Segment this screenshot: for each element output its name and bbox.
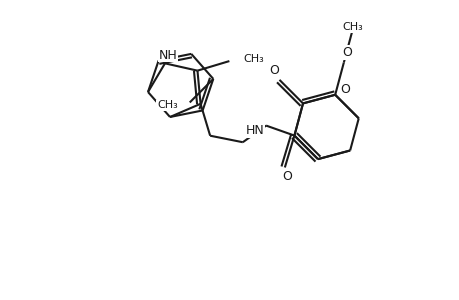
Text: O: O	[341, 46, 351, 59]
Text: CH₃: CH₃	[341, 22, 362, 32]
Text: CH₃: CH₃	[243, 54, 263, 64]
Text: NH: NH	[158, 49, 177, 62]
Text: HN: HN	[245, 124, 263, 137]
Text: CH₃: CH₃	[157, 100, 177, 110]
Text: O: O	[269, 64, 279, 77]
Text: O: O	[340, 83, 349, 96]
Text: O: O	[281, 170, 291, 183]
